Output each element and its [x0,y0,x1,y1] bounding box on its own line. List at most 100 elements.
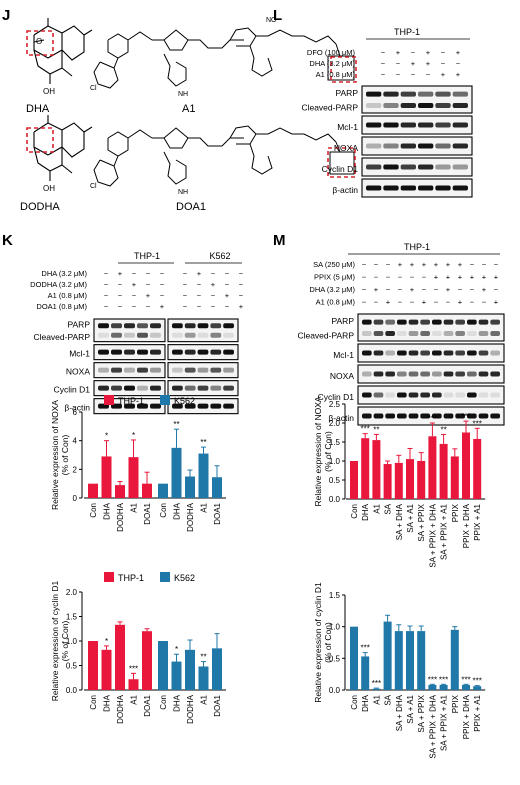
l-blot-band [435,91,451,97]
x-tick-label: SA + PPIX + DHA [428,503,437,567]
k-blot-band [210,323,222,329]
k-treatment-label: A1 (0.8 μM) [48,291,88,300]
x-tick-label: SA + DHA [395,503,404,540]
k562-bar [185,476,195,498]
m-bar [394,631,403,690]
k-blot-label: Cleaved-PARP [33,332,90,342]
m-blot-band [478,413,489,419]
m-blot-band [490,350,500,356]
l-blot-band [366,164,382,170]
l-blot-band [435,143,451,149]
k-blot-band [210,403,222,409]
m-blot-frame [357,364,505,384]
y-tick-label: 0.0 [66,686,78,695]
m-treatment-mark: + [374,285,379,294]
k-blot-band [223,367,234,373]
m-bar [462,684,470,690]
m-treatment-mark: + [434,273,439,282]
k-blot-band [98,367,109,373]
panel-letter-l: L [273,7,282,24]
k-blot-band [150,403,161,409]
k-blot-band [111,323,122,329]
x-tick-label: SA + A1 [406,694,415,723]
k-blot-label: β-actin [64,403,90,413]
k-blot-band [150,367,161,373]
k-blot-band [150,323,161,329]
dha-o-label-1: O [36,37,42,46]
k-blot-band [150,385,161,391]
x-tick-label: A1 [130,502,139,512]
y-axis-label-line: Relative expression of cyclin D1 [50,581,60,702]
m-blot-frame [357,385,505,405]
k-blot-band [98,323,109,329]
k-blot-band [184,332,196,338]
k-treatment-mark: − [160,269,165,278]
m-blot-band [373,392,384,398]
k-treatment-label: DODHA (3.2 μM) [30,280,87,289]
l-blot-band [435,122,451,128]
l-treatment-label: DHA (3.2 μM) [309,59,355,68]
k-treatment-mark: − [239,280,244,289]
k-treatment-mark: − [118,302,123,311]
thp1-bar [101,456,112,498]
l-blot-band [366,102,382,108]
x-tick-label: Con [350,695,359,710]
k-treatment-mark: − [211,302,216,311]
k-blot-band [124,385,135,391]
a1-peroxide-box [330,56,357,83]
thp1-bar [115,624,125,690]
m-treatment-mark: − [362,260,367,269]
significance-stars: * [132,431,135,440]
l-treatment-mark: + [456,48,461,57]
m-blots: PARP Cleaved-PARP Mcl-1 NOXA Cyclin D1 β-acti… [297,313,505,426]
k-blot-frame [93,318,166,343]
m-blot-band [478,319,489,325]
y-axis-label: Relative expression of NOXA(% of Con) [313,396,333,506]
y-axis-label: Relative expression of cyclin D1(% of Co… [313,582,333,703]
panel-k: K THP-1 K562 DHA (3.2 μM) − + − − − − + − − −DODHA… [2,232,244,415]
m-blot-band [455,413,465,419]
significance-stars: ** [440,425,446,434]
l-blot-band [383,164,399,170]
m-blot-band [408,319,419,325]
m-blot-frame [357,343,505,363]
significance-stars: * [105,432,108,441]
y-axis-label-line: (% of Con) [60,435,70,476]
y-axis-label-line: (% of Con) [323,431,333,472]
m-blot-label: β-actin [328,413,354,423]
k-treatment-mark: + [160,302,165,311]
x-tick-label: PPIX [451,694,460,713]
legend-label: THP-1 [118,396,144,406]
k-treatment-mark: − [225,302,230,311]
m-treatment-mark: − [362,298,367,307]
l-blot-label: β-actin [332,185,358,195]
l-blot-band [383,91,399,97]
k562-bar [158,483,168,498]
x-tick-label: DHA [361,694,370,712]
m-bar [361,656,370,690]
m-treatment-mark: + [446,273,451,282]
k-treatment-mark: − [183,291,188,300]
l-treatment-mark: − [381,70,386,79]
k-blot-band [184,323,196,329]
m-treatment-mark: − [374,260,379,269]
k-treatment-mark: + [225,291,230,300]
x-tick-label: DOA1 [143,502,152,524]
y-tick-label: 2.0 [66,588,78,597]
k-blot-label: Mcl-1 [69,349,90,359]
significance-stars: ** [173,420,179,429]
k-treatment-mark: − [197,291,202,300]
m-treatment-mark: + [434,260,439,269]
dha-peroxide-box [26,30,54,56]
l-blot-band [435,185,451,191]
doa1-structure [93,125,355,187]
k-treatment-mark: − [104,291,109,300]
k-treatment-table: DHA (3.2 μM) − + − − − − + − − −DODHA (3.2 μM) − − + −… [30,269,244,311]
y-tick-label: 1.5 [329,438,341,447]
panel-j: J O OH DHA [2,7,357,213]
l-blot-band [452,122,468,128]
significance-stars: *** [461,412,470,421]
k-blot-band [98,332,109,338]
m-blot-band [478,392,489,398]
x-tick-label: A1 [372,694,381,704]
